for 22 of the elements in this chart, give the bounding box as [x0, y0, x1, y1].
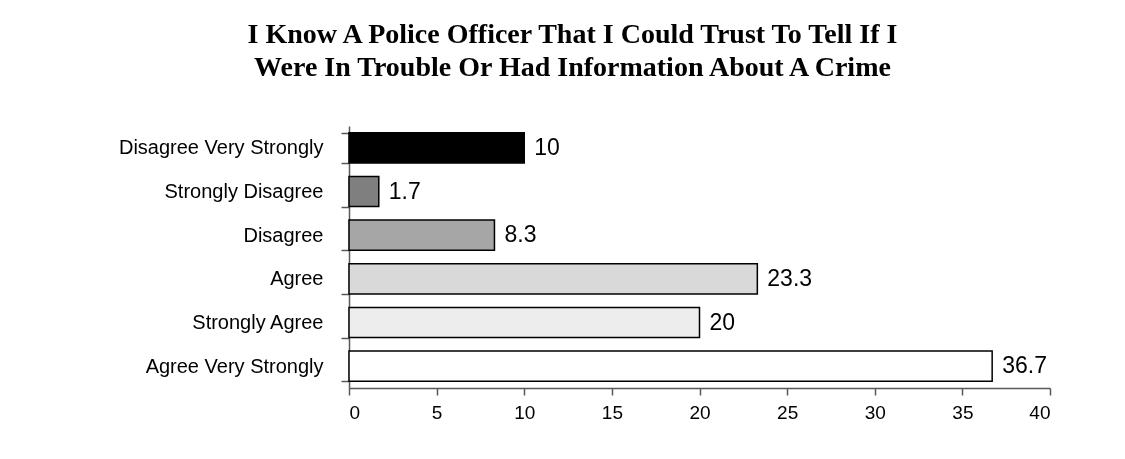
y-tick-label: Agree Very Strongly [145, 354, 324, 377]
y-tick-label: Disagree Very Strongly [118, 136, 324, 159]
data-label: 20 [709, 308, 736, 335]
y-tick-label: Strongly Agree [192, 311, 324, 333]
x-tick-label: 0 [349, 401, 361, 423]
x-tick-label: 35 [952, 401, 974, 423]
data-label: 8.3 [504, 221, 537, 248]
y-tick-label: Disagree [243, 223, 324, 246]
x-tick-label: 40 [1029, 401, 1051, 423]
data-label: 23.3 [767, 264, 813, 291]
x-tick-label: 25 [777, 401, 799, 423]
chart-title: I Know A Police Officer That I Could Trust To Tell If I Were In Trouble Or Had Information About A Crime [247, 18, 898, 82]
x-tick-label: 15 [601, 401, 623, 423]
y-tick-label: Strongly Disagree [164, 180, 324, 202]
data-label: 10 [534, 133, 560, 160]
x-tick-label: 30 [864, 401, 886, 423]
x-tick-label: 10 [514, 401, 536, 423]
x-tick-label: 20 [689, 401, 711, 423]
y-tick-label: Agree [270, 267, 324, 290]
data-label: 36.7 [1002, 352, 1047, 379]
x-tick-label: 5 [431, 401, 443, 423]
data-label: 1.7 [388, 177, 421, 204]
